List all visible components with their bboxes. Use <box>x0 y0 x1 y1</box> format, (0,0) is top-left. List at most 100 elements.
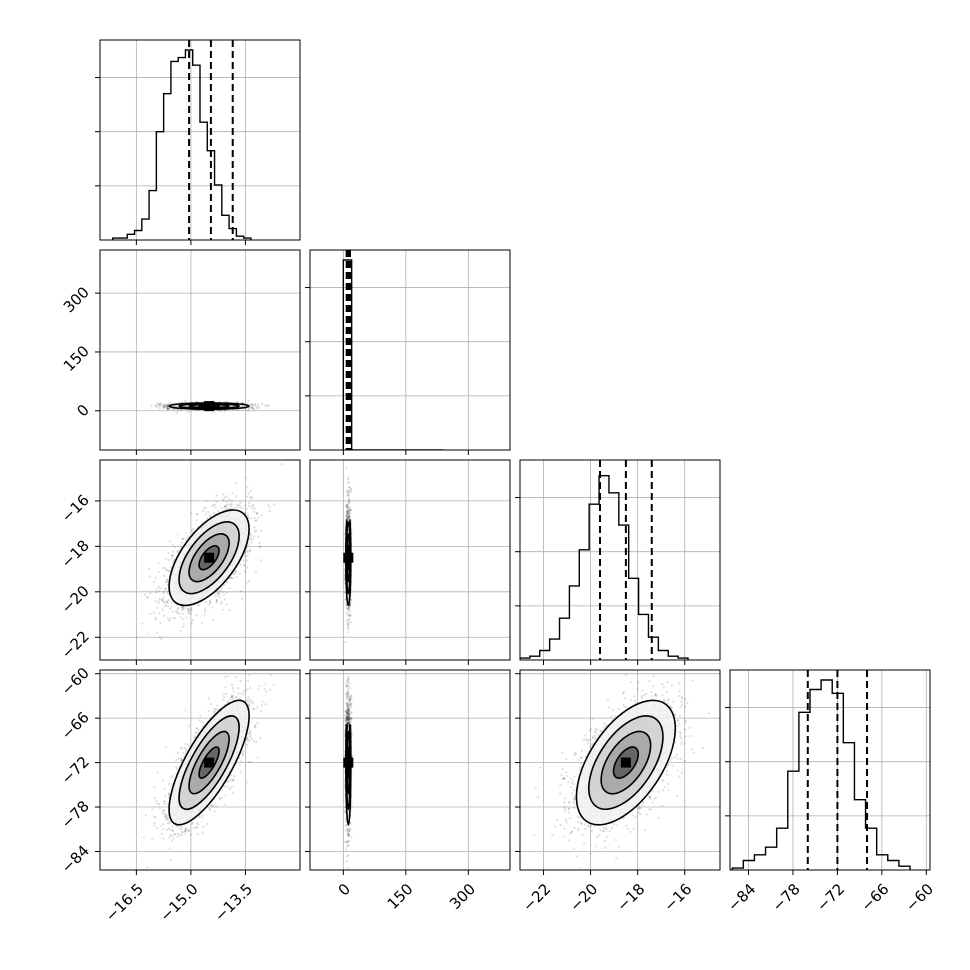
scatter-point <box>252 407 255 410</box>
scatter-point <box>347 517 350 520</box>
scatter-point <box>154 600 157 603</box>
scatter-point <box>239 505 242 508</box>
scatter-point <box>348 515 351 518</box>
scatter-point <box>205 517 209 520</box>
scatter-point <box>345 511 349 514</box>
scatter-point <box>245 507 248 510</box>
scatter-point <box>219 602 223 605</box>
scatter-point <box>346 608 349 611</box>
scatter-point <box>248 496 252 499</box>
scatter-point <box>167 403 170 406</box>
scatter-point <box>220 587 223 590</box>
scatter-point <box>180 605 184 609</box>
scatter-point <box>349 491 352 494</box>
scatter-point <box>156 606 159 609</box>
scatter-point <box>165 405 169 408</box>
scatter-point <box>154 404 157 407</box>
panel-1-0 <box>95 249 301 451</box>
scatter-point <box>228 609 231 612</box>
scatter-point <box>228 502 231 506</box>
scatter-point <box>159 586 162 590</box>
scatter-point <box>203 506 206 509</box>
scatter-point <box>163 601 166 604</box>
scatter-point <box>179 408 183 412</box>
scatter-point <box>182 606 185 609</box>
scatter-point <box>160 598 163 602</box>
scatter-point <box>234 482 237 485</box>
scatter-point <box>245 559 248 562</box>
scatter-point <box>266 405 269 408</box>
scatter-point <box>189 612 192 615</box>
scatter-point <box>212 512 215 515</box>
scatter-point <box>161 599 164 602</box>
scatter-point <box>242 563 245 567</box>
scatter-point <box>245 554 249 558</box>
scatter-point <box>197 604 200 607</box>
scatter-point <box>250 540 253 544</box>
scatter-point <box>345 505 348 508</box>
scatter-point <box>156 401 159 405</box>
scatter-point <box>177 606 180 609</box>
scatter-point <box>158 404 162 407</box>
scatter-point <box>347 511 350 515</box>
scatter-point <box>348 515 352 518</box>
scatter-point <box>163 407 166 410</box>
scatter-point <box>172 616 175 620</box>
scatter-point <box>155 631 159 634</box>
scatter-point <box>172 550 175 553</box>
scatter-point <box>233 573 236 576</box>
scatter-point <box>248 549 251 552</box>
scatter-point <box>348 514 351 517</box>
scatter-point <box>164 588 167 591</box>
scatter-point <box>251 403 254 406</box>
scatter-point <box>190 529 194 532</box>
scatter-point <box>215 599 218 602</box>
scatter-point <box>230 499 233 503</box>
scatter-point <box>246 551 250 554</box>
scatter-point <box>214 594 217 598</box>
scatter-point <box>155 588 158 592</box>
scatter-point <box>345 514 348 517</box>
scatter-point <box>161 403 165 407</box>
scatter-point <box>248 538 251 541</box>
scatter-point <box>248 543 251 546</box>
scatter-point <box>163 614 166 617</box>
scatter-point <box>345 516 348 519</box>
scatter-point <box>163 600 166 604</box>
scatter-point <box>173 617 177 620</box>
scatter-point <box>347 495 350 498</box>
scatter-point <box>215 600 219 603</box>
scatter-point <box>162 404 165 407</box>
scatter-point <box>160 402 163 405</box>
scatter-point <box>150 404 153 407</box>
scatter-point <box>147 568 151 571</box>
scatter-point <box>230 576 233 579</box>
scatter-point <box>159 621 162 625</box>
scatter-point <box>348 606 351 609</box>
scatter-point <box>179 629 182 632</box>
scatter-point <box>245 512 248 515</box>
scatter-point <box>172 408 175 411</box>
scatter-point <box>347 623 351 626</box>
scatter-point <box>180 606 183 609</box>
scatter-point <box>167 552 170 555</box>
scatter-point <box>235 576 238 579</box>
scatter-point <box>346 509 349 512</box>
scatter-point <box>165 600 169 604</box>
scatter-point <box>346 514 349 518</box>
scatter-point <box>243 564 247 567</box>
scatter-point <box>190 608 193 611</box>
scatter-point <box>347 491 350 494</box>
scatter-point <box>167 605 170 608</box>
scatter-point <box>186 535 189 538</box>
scatter-point <box>349 517 352 520</box>
scatter-point <box>244 511 247 515</box>
scatter-point <box>218 596 221 599</box>
scatter-point <box>254 530 257 533</box>
scatter-point <box>158 407 161 410</box>
scatter-point <box>246 549 249 552</box>
scatter-point <box>158 636 161 639</box>
scatter-point <box>166 408 169 411</box>
scatter-point <box>187 608 190 611</box>
